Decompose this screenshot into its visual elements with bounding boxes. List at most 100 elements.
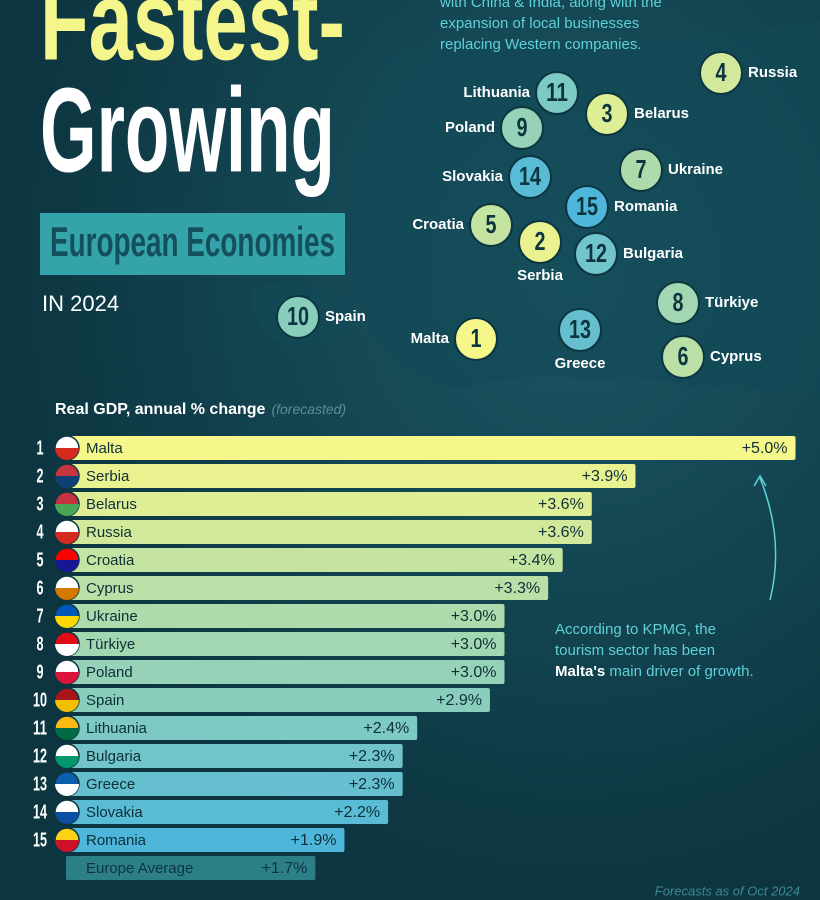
rank: 4	[37, 521, 45, 543]
map-bubble	[574, 232, 618, 276]
map-bubble	[518, 220, 562, 264]
category-label: Serbia	[86, 468, 130, 485]
map-rank: 6	[678, 341, 689, 371]
map-label: Cyprus	[710, 348, 762, 365]
rank: 12	[33, 745, 47, 767]
value-label: +2.2%	[334, 804, 380, 821]
category-label: Romania	[86, 832, 147, 849]
average-bar	[66, 856, 316, 880]
bar	[68, 436, 796, 460]
bar	[68, 688, 490, 712]
rank: 5	[37, 549, 44, 571]
map-bubble	[656, 281, 700, 325]
map-label: Belarus	[634, 105, 689, 122]
flag-part	[55, 812, 79, 824]
map-rank: 14	[519, 161, 541, 191]
flag-part	[55, 756, 79, 768]
bar	[68, 660, 505, 684]
rank: 10	[33, 689, 47, 711]
annotation-highlight: Malta's	[555, 663, 605, 680]
category-label: Ukraine	[86, 608, 138, 625]
map-rank: 7	[636, 154, 647, 184]
chart-subtitle: Real GDP, annual % change (forecasted)	[55, 401, 346, 419]
flag-part	[55, 616, 79, 628]
map-rank: 15	[576, 191, 598, 221]
map-label: Ukraine	[668, 161, 723, 178]
value-label: +3.0%	[451, 608, 497, 625]
flag-part	[55, 504, 79, 516]
bar	[68, 520, 592, 544]
title-line: Fastest-	[40, 0, 345, 84]
category-label: Bulgaria	[86, 748, 142, 765]
top-note: with China & India, along with the expans…	[439, 0, 662, 53]
rank: 11	[33, 717, 47, 739]
bar	[68, 716, 418, 740]
subtitle: Real GDP, annual % change	[55, 401, 266, 418]
flag-part	[55, 448, 79, 460]
map-label: Malta	[411, 330, 450, 347]
flag-part	[55, 784, 79, 796]
value-label: +3.0%	[451, 636, 497, 653]
flag-part	[55, 588, 79, 600]
bar	[68, 464, 636, 488]
category-label: Malta	[86, 440, 123, 457]
flag-part	[55, 700, 79, 712]
annotation-rest: main driver of growth.	[605, 663, 753, 680]
map-rank: 13	[569, 314, 591, 344]
value-label: +3.0%	[451, 664, 497, 681]
bar	[68, 548, 563, 572]
map-label: Croatia	[412, 216, 464, 233]
value-label: +3.6%	[538, 496, 584, 513]
map-bubble	[565, 185, 609, 229]
map-label: Slovakia	[442, 168, 504, 185]
map-label: Lithuania	[463, 84, 530, 101]
map-rank: 8	[673, 287, 684, 317]
average-value: +1.7%	[262, 860, 308, 877]
category-label: Slovakia	[86, 804, 143, 821]
map-rank: 9	[517, 112, 528, 142]
map: 11 Lithuania 3 Belarus 4 Russia 9 Poland 7 Ukrain…	[276, 51, 798, 379]
bar	[68, 492, 592, 516]
bar	[68, 828, 345, 852]
category-label: Poland	[86, 664, 133, 681]
map-rank: 3	[602, 98, 613, 128]
map-rank: 10	[287, 301, 309, 331]
annotation-line: Malta's main driver of growth.	[555, 663, 754, 680]
bar	[68, 800, 389, 824]
map-bubble	[585, 92, 629, 136]
value-label: +2.9%	[436, 692, 482, 709]
bar	[68, 772, 403, 796]
map-rank: 1	[471, 323, 482, 353]
map-rank: 12	[585, 238, 607, 268]
map-bubble	[619, 148, 663, 192]
rank: 13	[33, 773, 47, 795]
category-label: Croatia	[86, 552, 135, 569]
map-label: Türkiye	[705, 294, 758, 311]
flag-part	[55, 840, 79, 852]
map-label: Bulgaria	[623, 245, 684, 262]
value-label: +5.0%	[742, 440, 788, 457]
bar	[68, 604, 505, 628]
flag-part	[55, 728, 79, 740]
map-bubble	[454, 317, 498, 361]
category-label: Belarus	[86, 496, 137, 513]
map-label: Greece	[555, 355, 606, 372]
map-rank: 2	[535, 226, 546, 256]
rank: 6	[37, 577, 44, 599]
map-label: Serbia	[517, 267, 564, 284]
map-bubble	[276, 295, 320, 339]
rank: 9	[37, 661, 44, 683]
category-label: Cyprus	[86, 580, 134, 597]
note-line: expansion of local businesses	[440, 15, 639, 32]
rank: 1	[37, 437, 44, 459]
map-label: Poland	[445, 119, 495, 136]
annotation: According to KPMG, the tourism sector has…	[555, 621, 754, 680]
title-box-text: European Economies	[50, 218, 335, 265]
value-label: +3.4%	[509, 552, 555, 569]
flag-part	[55, 644, 79, 656]
title-line: Growing	[40, 64, 335, 198]
average-label: Europe Average	[86, 860, 193, 877]
category-label: Russia	[86, 524, 133, 541]
annotation-line: According to KPMG, the	[555, 621, 716, 638]
